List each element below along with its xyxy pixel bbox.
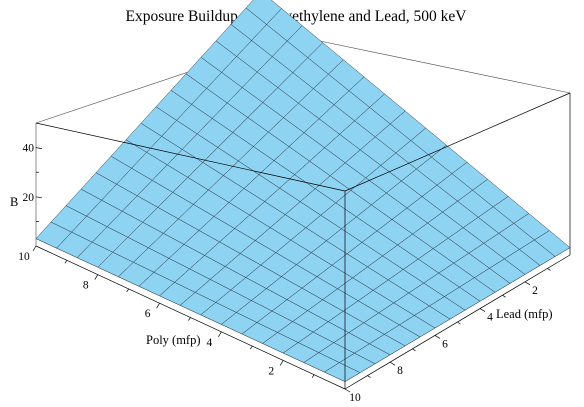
- poly-axis-label: Poly (mfp): [146, 333, 201, 347]
- poly-tick-label: 8: [83, 280, 89, 292]
- surfaces-layer: [35, 0, 571, 382]
- z-tick-label: 20: [23, 192, 35, 204]
- lead-tick: [524, 281, 531, 286]
- lead-axis-label: Lead (mfp): [496, 307, 553, 321]
- surface-upper: [35, 0, 571, 382]
- lead-minor-tick: [457, 321, 461, 325]
- lead-minor-tick: [547, 268, 551, 271]
- poly-tick: [94, 274, 99, 280]
- chart-title: Exposure Buildup for Polyethylene and Le…: [126, 8, 468, 25]
- z-tick: [35, 147, 43, 149]
- lead-tick-label: 2: [532, 285, 538, 297]
- poly-tick-label: 6: [145, 308, 151, 320]
- ticks-layer: 2 4 6 8 10 2 4 6 8 10 20 40: [18, 143, 551, 404]
- poly-minor-tick: [250, 345, 253, 350]
- poly-tick: [156, 303, 160, 309]
- poly-tick: [32, 245, 37, 252]
- poly-tick: [279, 360, 284, 366]
- lead-tick: [479, 308, 486, 312]
- poly-tick: [218, 331, 222, 337]
- poly-minor-tick: [311, 374, 315, 378]
- lead-tick-label: 8: [397, 365, 403, 377]
- poly-tick-label: 2: [268, 365, 274, 377]
- lead-minor-tick: [502, 294, 506, 298]
- lead-minor-tick: [412, 348, 416, 352]
- z-tick: [35, 196, 43, 199]
- lead-tick: [344, 388, 351, 393]
- lead-tick-label: 4: [487, 312, 493, 324]
- lead-tick-label: 6: [442, 338, 448, 350]
- z-axis-label: B: [10, 195, 18, 209]
- surface-patch: [323, 362, 361, 382]
- lead-tick: [434, 335, 441, 339]
- poly-tick-label: 10: [18, 251, 30, 263]
- z-tick-label: 40: [23, 143, 35, 155]
- poly-tick-label: 4: [207, 337, 213, 349]
- lead-minor-tick: [367, 375, 371, 378]
- poly-minor-tick: [64, 260, 68, 264]
- poly-minor-tick: [188, 317, 191, 321]
- poly-minor-tick: [126, 288, 129, 293]
- lead-tick: [389, 361, 396, 366]
- lead-tick-label: 10: [349, 392, 361, 402]
